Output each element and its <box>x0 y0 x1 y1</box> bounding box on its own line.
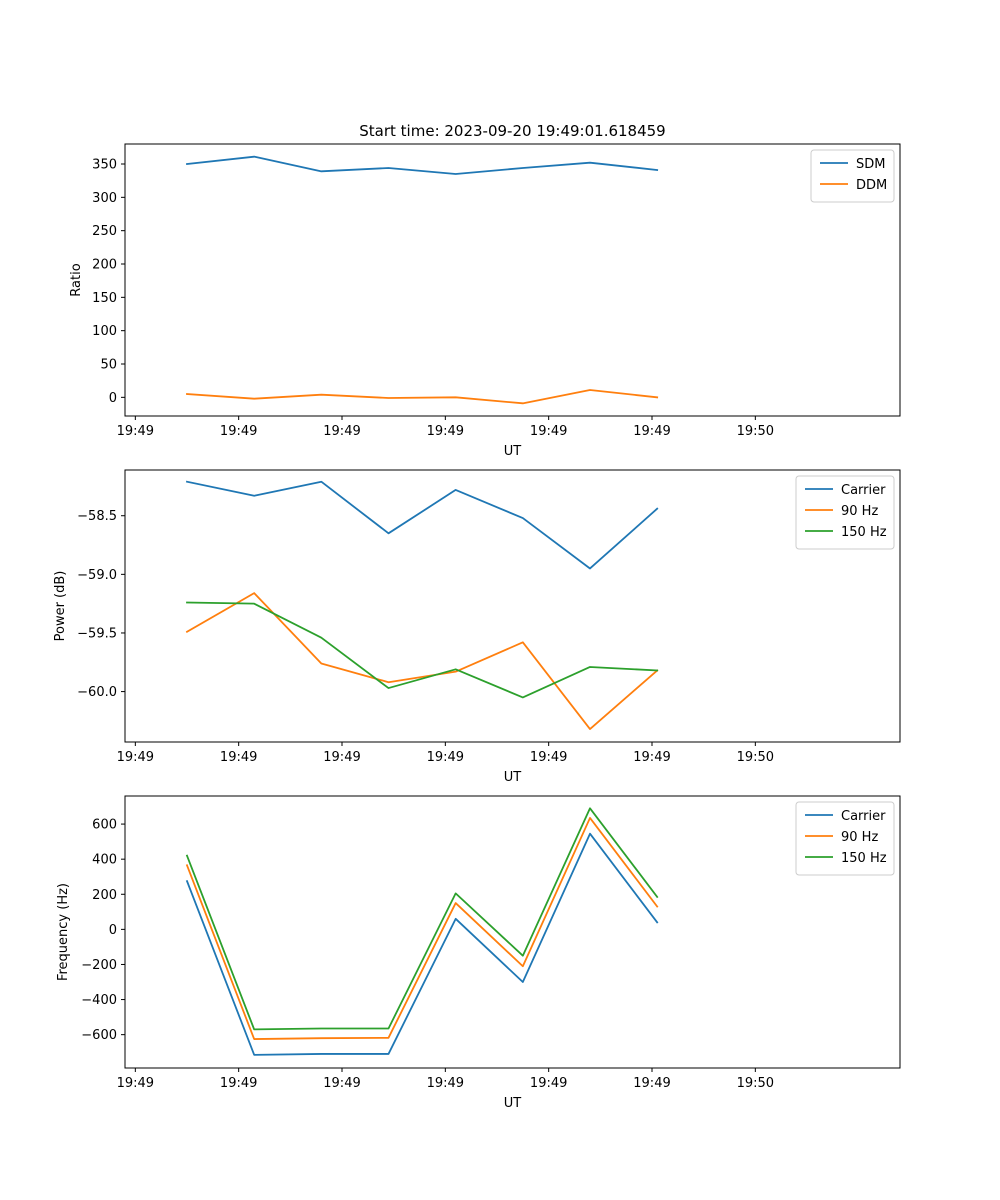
ratio-y-tick-label: 100 <box>92 324 117 339</box>
frequency-legend: Carrier 90 Hz 150 Hz <box>795 801 895 876</box>
power-x-tick-label: 19:49 <box>323 750 360 765</box>
frequency-y-tick-label: 0 <box>109 923 117 938</box>
ratio-y-tick-label: 0 <box>109 391 117 406</box>
ratio-y-tick-label: 350 <box>92 158 117 173</box>
power-y-axis-label: Power (dB) <box>53 571 68 642</box>
power-legend-label: Carrier <box>841 483 886 498</box>
ratio-axes-frame <box>124 143 901 417</box>
frequency-y-tick-label: 200 <box>92 888 117 903</box>
ratio-y-tick-label: 200 <box>92 258 117 273</box>
subplot-power: 19:49 19:49 19:49 19:49 19:49 19:49 19:50 −60.0… <box>53 469 901 785</box>
figure-title: Start time: 2023-09-20 19:49:01.618459 <box>359 122 665 140</box>
frequency-x-tick-label: 19:49 <box>427 1076 464 1091</box>
frequency-legend-label: Carrier <box>841 809 886 824</box>
ratio-y-tick-label: 250 <box>92 224 117 239</box>
power-legend-label: 150 Hz <box>841 525 887 540</box>
frequency-y-tick-label: −400 <box>81 993 117 1008</box>
ratio-y-axis-label: Ratio <box>69 263 84 296</box>
frequency-x-tick-label: 19:49 <box>323 1076 360 1091</box>
frequency-x-tick-label: 19:49 <box>220 1076 257 1091</box>
frequency-x-tick-label: 19:49 <box>633 1076 670 1091</box>
frequency-y-tick-label: 400 <box>92 853 117 868</box>
power-series-carrier <box>185 480 659 570</box>
power-x-tick-label: 19:49 <box>117 750 154 765</box>
frequency-axes-frame <box>124 795 901 1069</box>
power-legend-label: 90 Hz <box>841 504 878 519</box>
subplots: 19:49 19:49 19:49 19:49 19:49 19:49 19:50 0 50 10… <box>53 143 901 1111</box>
frequency-legend-label: 150 Hz <box>841 851 887 866</box>
power-legend: Carrier 90 Hz 150 Hz <box>795 475 895 550</box>
ratio-y-tick-label: 50 <box>100 358 117 373</box>
power-x-tick-label: 19:50 <box>737 750 774 765</box>
ratio-x-tick-label: 19:49 <box>633 424 670 439</box>
ratio-x-tick-label: 19:49 <box>530 424 567 439</box>
frequency-y-tick-label: −200 <box>81 958 117 973</box>
ratio-x-tick-label: 19:49 <box>427 424 464 439</box>
ratio-x-tick-label: 19:50 <box>737 424 774 439</box>
power-x-tick-label: 19:49 <box>220 750 257 765</box>
frequency-series-150-hz <box>185 807 659 1031</box>
frequency-legend-label: 90 Hz <box>841 830 878 845</box>
frequency-x-tick-label: 19:50 <box>737 1076 774 1091</box>
frequency-series-carrier <box>185 832 659 1056</box>
power-y-tick-label: −59.0 <box>77 568 117 583</box>
power-x-tick-label: 19:49 <box>427 750 464 765</box>
ratio-legend: SDM DDM <box>810 149 895 203</box>
frequency-x-axis-label: UT <box>504 1096 522 1111</box>
frequency-y-axis-label: Frequency (Hz) <box>56 883 71 981</box>
subplot-ratio: 19:49 19:49 19:49 19:49 19:49 19:49 19:50 0 50 10… <box>69 143 901 459</box>
ratio-x-tick-label: 19:49 <box>220 424 257 439</box>
power-x-tick-label: 19:49 <box>530 750 567 765</box>
power-y-tick-label: −60.0 <box>77 685 117 700</box>
ratio-y-tick-label: 300 <box>92 191 117 206</box>
power-x-axis-label: UT <box>504 770 522 785</box>
ratio-y-tick-label: 150 <box>92 291 117 306</box>
power-y-tick-label: −59.5 <box>77 626 117 641</box>
frequency-x-tick-label: 19:49 <box>117 1076 154 1091</box>
ratio-legend-label: DDM <box>856 178 887 193</box>
power-series-90-hz <box>185 592 659 730</box>
ratio-series-ddm <box>186 389 659 405</box>
power-x-tick-label: 19:49 <box>633 750 670 765</box>
frequency-x-tick-label: 19:49 <box>530 1076 567 1091</box>
ratio-series-sdm <box>186 155 659 175</box>
power-y-tick-label: −58.5 <box>77 509 117 524</box>
ratio-x-tick-label: 19:49 <box>323 424 360 439</box>
subplot-frequency: 19:49 19:49 19:49 19:49 19:49 19:49 19:50 −600 −… <box>56 795 901 1111</box>
frequency-series-90-hz <box>185 817 659 1040</box>
ratio-x-axis-label: UT <box>504 444 522 459</box>
ratio-legend-label: SDM <box>856 157 885 172</box>
power-axes-frame <box>124 469 901 743</box>
ratio-x-tick-label: 19:49 <box>117 424 154 439</box>
frequency-y-tick-label: −600 <box>81 1028 117 1043</box>
frequency-y-tick-label: 600 <box>92 818 117 833</box>
power-series-150-hz <box>186 601 659 699</box>
